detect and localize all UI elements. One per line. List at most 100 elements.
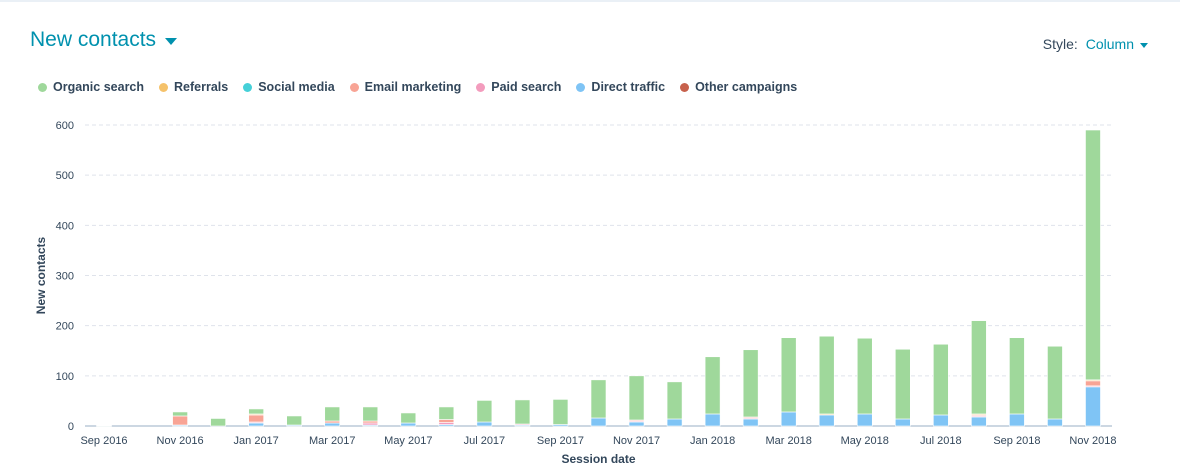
bar-segment[interactable] — [933, 343, 949, 416]
bar-segment[interactable] — [628, 375, 645, 421]
bar-segment[interactable] — [1047, 345, 1063, 420]
bar-segment[interactable] — [438, 406, 455, 420]
bar-segment[interactable] — [1085, 380, 1101, 387]
bar-segment[interactable] — [856, 337, 873, 415]
bar-segment[interactable] — [1009, 413, 1025, 427]
bar-segment[interactable] — [818, 335, 835, 415]
y-tick-label: 200 — [56, 321, 74, 333]
chart-legend: Organic search Referrals Social media Email… — [38, 80, 812, 94]
legend-label: Social media — [258, 80, 335, 94]
chart-style-control: Style: Column — [1043, 36, 1148, 52]
bar-segment[interactable] — [971, 416, 987, 427]
legend-label: Referrals — [174, 80, 229, 94]
bar-segment[interactable] — [286, 415, 303, 426]
bar-segment[interactable] — [362, 420, 379, 424]
bar-segment[interactable] — [476, 400, 493, 423]
bar-segment[interactable] — [590, 417, 607, 427]
legend-item-referrals[interactable]: Referrals — [159, 80, 228, 94]
x-tick-label: Jan 2017 — [234, 435, 279, 447]
bar-segment[interactable] — [1085, 386, 1101, 427]
bar-segment[interactable] — [248, 422, 264, 427]
bar-segment[interactable] — [172, 415, 188, 426]
bar-segment[interactable] — [400, 412, 417, 424]
bar-segment[interactable] — [780, 337, 797, 413]
legend-item-direct-traffic[interactable]: Direct traffic — [576, 80, 665, 94]
bar-segment[interactable] — [96, 425, 112, 427]
bar-segment[interactable] — [172, 411, 188, 417]
legend-swatch — [38, 82, 47, 92]
bar-segment[interactable] — [324, 420, 341, 424]
bar-segment[interactable] — [514, 399, 531, 425]
bar-segment[interactable] — [971, 320, 987, 415]
bar-segment[interactable] — [210, 418, 226, 427]
legend-label: Paid search — [491, 80, 562, 94]
bar-segment[interactable] — [400, 422, 417, 427]
bar-segment[interactable] — [628, 421, 645, 427]
bar-segment[interactable] — [552, 399, 569, 425]
legend-swatch — [576, 82, 586, 92]
y-tick-label: 300 — [56, 271, 74, 283]
legend-item-other-campaigns[interactable]: Other campaigns — [680, 80, 797, 94]
y-tick-label: 500 — [56, 170, 74, 182]
legend-label: Email marketing — [364, 80, 462, 94]
bar-segment[interactable] — [780, 411, 797, 427]
y-tick-label: 100 — [56, 371, 74, 383]
legend-label: Direct traffic — [591, 80, 666, 94]
bar-segment[interactable] — [1047, 418, 1063, 427]
chevron-down-icon — [165, 38, 178, 45]
bar-segment[interactable] — [476, 421, 493, 427]
legend-swatch — [476, 82, 486, 92]
bar-segment[interactable] — [933, 414, 949, 427]
legend-swatch — [243, 82, 253, 92]
legend-label: Organic search — [53, 80, 145, 94]
legend-item-paid-search[interactable]: Paid search — [476, 80, 561, 94]
y-tick-label: 0 — [68, 421, 74, 433]
legend-swatch — [680, 82, 690, 92]
x-axis-title: Session date — [561, 452, 635, 466]
x-tick-label: Sep 2018 — [993, 435, 1040, 447]
legend-label: Other campaigns — [695, 80, 798, 94]
bar-segment[interactable] — [1009, 337, 1025, 415]
y-tick-label: 600 — [56, 120, 74, 132]
bar-segment[interactable] — [704, 356, 721, 415]
bar-segment[interactable] — [438, 422, 455, 425]
bar-segment[interactable] — [666, 418, 683, 427]
bar-segment[interactable] — [666, 381, 683, 420]
x-tick-label: Sep 2017 — [537, 435, 584, 447]
legend-item-social-media[interactable]: Social media — [243, 80, 335, 94]
bar-segment[interactable] — [362, 406, 379, 422]
bar-segment[interactable] — [742, 349, 759, 418]
x-tick-label: Nov 2016 — [157, 435, 204, 447]
legend-swatch — [159, 82, 169, 92]
legend-item-organic-search[interactable]: Organic search — [38, 80, 144, 94]
bar-segment[interactable] — [362, 422, 379, 426]
style-label: Style: — [1042, 36, 1078, 52]
bar-segment[interactable] — [894, 348, 911, 420]
bar-segment[interactable] — [324, 422, 341, 427]
style-dropdown[interactable]: Column — [1086, 36, 1148, 52]
bar-segment[interactable] — [818, 414, 835, 427]
bar-segment[interactable] — [1085, 129, 1101, 381]
bar-segment[interactable] — [704, 413, 721, 427]
page-title: New contacts — [30, 28, 157, 51]
bar-segment[interactable] — [248, 414, 264, 423]
legend-item-email-marketing[interactable]: Email marketing — [349, 80, 462, 94]
bar-segment[interactable] — [324, 406, 341, 422]
y-axis-title: New contacts — [34, 236, 48, 314]
report-title-dropdown[interactable]: New contacts — [30, 28, 178, 52]
x-tick-label: Nov 2018 — [1069, 435, 1116, 447]
bar-segment[interactable] — [856, 413, 873, 427]
x-tick-label: Mar 2018 — [765, 435, 811, 447]
bar-segment[interactable] — [438, 419, 455, 423]
x-tick-label: Jan 2018 — [690, 435, 735, 447]
bar-segment[interactable] — [894, 418, 911, 427]
bar-segment[interactable] — [590, 379, 607, 419]
chevron-down-icon — [1140, 42, 1148, 48]
x-tick-label: Mar 2017 — [309, 435, 355, 447]
bar-segment[interactable] — [742, 418, 759, 427]
x-tick-label: Jul 2017 — [464, 435, 506, 447]
bar-segment[interactable] — [248, 408, 264, 415]
top-divider — [0, 0, 1180, 2]
x-tick-label: May 2017 — [384, 435, 432, 447]
